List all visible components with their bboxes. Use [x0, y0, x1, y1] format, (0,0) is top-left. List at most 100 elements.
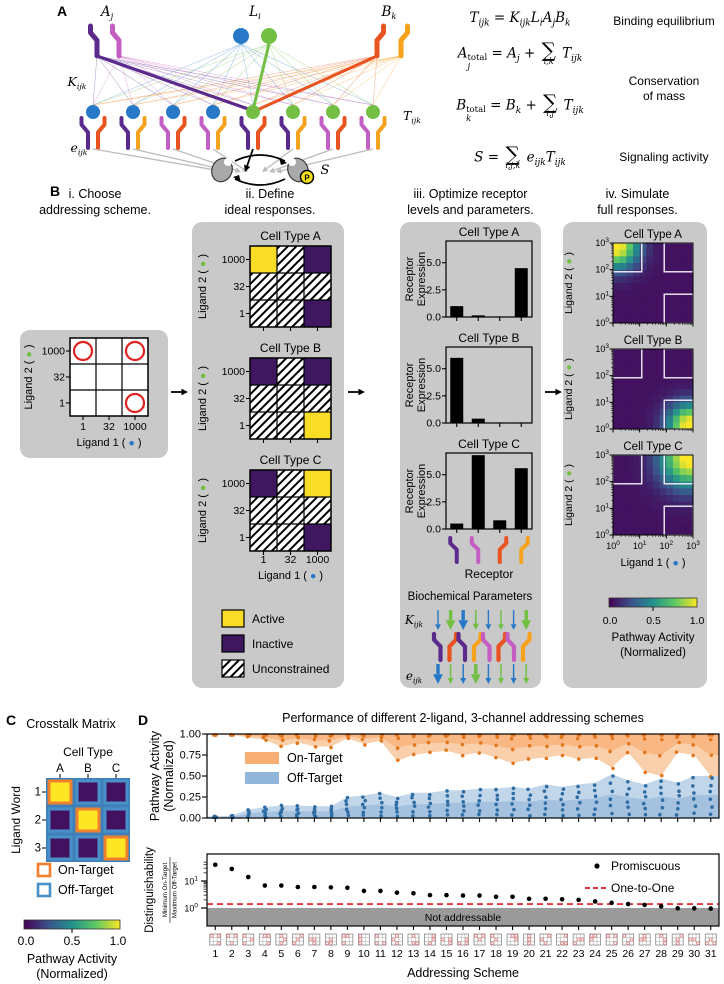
- svg-text:Receptor: Receptor: [465, 567, 514, 581]
- equation-1: Tijk = KijkLiAjBk: [469, 10, 571, 29]
- svg-text:Ligand 1 ( ● ): Ligand 1 ( ● ): [620, 557, 685, 569]
- svg-text:Receptor: Receptor: [404, 362, 416, 407]
- svg-text:Crosstalk Matrix: Crosstalk Matrix: [26, 717, 116, 731]
- svg-text:101: 101: [184, 876, 198, 887]
- svg-text:Ligand 2 ( ● ): Ligand 2 ( ● ): [197, 254, 209, 319]
- svg-text:30: 30: [688, 948, 700, 960]
- crosstalk-matrix-chart: Crosstalk Matrix Cell Type A B C 1 2 3 Ligand Wo…: [9, 717, 130, 981]
- svg-text:32: 32: [285, 554, 297, 566]
- svg-text:Ligand 2 ( ● ): Ligand 2 ( ● ): [563, 464, 575, 526]
- svg-text:103: 103: [595, 449, 609, 460]
- svg-text:Active: Active: [252, 612, 285, 626]
- svg-text:0.0: 0.0: [426, 524, 441, 536]
- svg-text:Ligand 2 ( ● ): Ligand 2 ( ● ): [23, 344, 35, 409]
- svg-text:100: 100: [595, 423, 609, 434]
- svg-text:Expression: Expression: [416, 358, 428, 412]
- svg-text:Ligand 1 ( ● ): Ligand 1 ( ● ): [258, 570, 323, 582]
- svg-text:1000: 1000: [222, 478, 246, 490]
- panel-choose-scheme: Ligand 2 ( ● ) 1000 32 1 1 32 1000 Ligand 1 ( ●…: [20, 330, 168, 458]
- svg-text:Ligand 2 ( ● ): Ligand 2 ( ● ): [197, 478, 209, 543]
- panel-ideal-responses: Cell Type A Ligand 2 ( ● ) 1000 32 1 Cell Typ…: [192, 222, 344, 688]
- svg-text:Inactive: Inactive: [252, 637, 294, 651]
- step-title-define: ii. Define ideal responses.: [224, 187, 316, 218]
- svg-text:32: 32: [233, 281, 245, 293]
- svg-text:1: 1: [35, 787, 41, 799]
- svg-text:On-Target: On-Target: [287, 751, 343, 765]
- svg-text:2.5: 2.5: [426, 390, 441, 402]
- svg-text:20: 20: [523, 948, 535, 960]
- svg-text:Off-Target: Off-Target: [58, 883, 114, 897]
- svg-text:13: 13: [408, 948, 420, 960]
- panel-optimize: Cell Type A Receptor Expression 0.0 2.5 5.0 Ce…: [400, 222, 541, 688]
- svg-text:1: 1: [261, 554, 267, 566]
- svg-text:21: 21: [540, 948, 552, 960]
- svg-text:2: 2: [229, 948, 235, 960]
- svg-text:32: 32: [53, 372, 65, 384]
- svg-text:Expression: Expression: [416, 252, 428, 306]
- simulated-responses-charts: Cell Type A Ligand 2 ( ● ) 103 102 101 100 Cel…: [563, 229, 705, 659]
- svg-text:1: 1: [239, 420, 245, 432]
- equation-note-2: Conservation of mass: [628, 74, 700, 103]
- svg-text:5.0: 5.0: [426, 257, 441, 269]
- flow-arrow-2: [348, 388, 365, 396]
- svg-text:Cell Type B: Cell Type B: [458, 331, 519, 345]
- svg-text:(Normalized): (Normalized): [36, 967, 108, 981]
- svg-text:Addressing Scheme: Addressing Scheme: [407, 966, 519, 980]
- svg-text:7: 7: [311, 948, 317, 960]
- svg-text:8: 8: [328, 948, 334, 960]
- svg-text:Ligand 2 ( ● ): Ligand 2 ( ● ): [197, 366, 209, 431]
- step-title-choose: i. Choose addressing scheme.: [39, 187, 151, 218]
- svg-text:0.50: 0.50: [180, 771, 201, 783]
- svg-text:100: 100: [595, 317, 609, 328]
- svg-text:Cell Type B: Cell Type B: [260, 341, 321, 355]
- svg-text:5.0: 5.0: [426, 363, 441, 375]
- svg-text:17: 17: [474, 948, 486, 960]
- ideal-responses-charts: Cell Type A Ligand 2 ( ● ) 1000 32 1 Cell Typ…: [197, 229, 332, 678]
- svg-text:100: 100: [184, 903, 198, 914]
- svg-text:Pathway Activity: Pathway Activity: [611, 632, 694, 644]
- svg-text:Cell Type A: Cell Type A: [459, 225, 519, 239]
- svg-text:1.0: 1.0: [690, 615, 705, 627]
- svg-text:Unconstrained: Unconstrained: [252, 662, 329, 676]
- svg-text:0.25: 0.25: [180, 792, 201, 804]
- svg-text:16: 16: [457, 948, 469, 960]
- equation-note-3: Signaling activity: [619, 150, 709, 164]
- svg-text:100: 100: [595, 529, 609, 540]
- svg-text:5.0: 5.0: [426, 469, 441, 481]
- step-title-optimize: iii. Optimize receptor levels and parame…: [407, 187, 534, 218]
- svg-text:0.0: 0.0: [426, 418, 441, 430]
- svg-text:Biochemical Parameters: Biochemical Parameters: [408, 591, 533, 603]
- svg-text:Off-Target: Off-Target: [287, 771, 343, 785]
- flow-arrow-3: [545, 388, 562, 396]
- svg-text:Expression: Expression: [416, 464, 428, 518]
- svg-text:100: 100: [606, 540, 620, 551]
- svg-text:103: 103: [595, 237, 609, 248]
- svg-text:Maximum Off-Target: Maximum Off-Target: [172, 862, 179, 918]
- svg-text:2: 2: [35, 815, 41, 827]
- svg-text:26: 26: [622, 948, 634, 960]
- svg-text:0.0: 0.0: [18, 934, 35, 948]
- svg-text:1: 1: [80, 421, 86, 433]
- svg-text:1: 1: [59, 398, 65, 410]
- svg-text:3: 3: [245, 948, 251, 960]
- svg-text:15: 15: [441, 948, 453, 960]
- svg-text:102: 102: [595, 370, 609, 381]
- svg-text:Receptor: Receptor: [404, 468, 416, 513]
- svg-text:0.0: 0.0: [603, 615, 618, 627]
- svg-text:18: 18: [490, 948, 502, 960]
- svg-text:C: C: [112, 763, 120, 775]
- svg-text:10: 10: [358, 948, 370, 960]
- svg-text:1: 1: [212, 948, 218, 960]
- svg-text:25: 25: [606, 948, 618, 960]
- panel-d-label: D: [138, 712, 149, 728]
- svg-text:One-to-One: One-to-One: [611, 881, 675, 895]
- svg-text:31: 31: [705, 948, 717, 960]
- svg-text:Kijk: Kijk: [404, 613, 424, 629]
- svg-text:Cell Type A: Cell Type A: [624, 229, 682, 241]
- svg-text:102: 102: [595, 264, 609, 275]
- svg-text:27: 27: [639, 948, 651, 960]
